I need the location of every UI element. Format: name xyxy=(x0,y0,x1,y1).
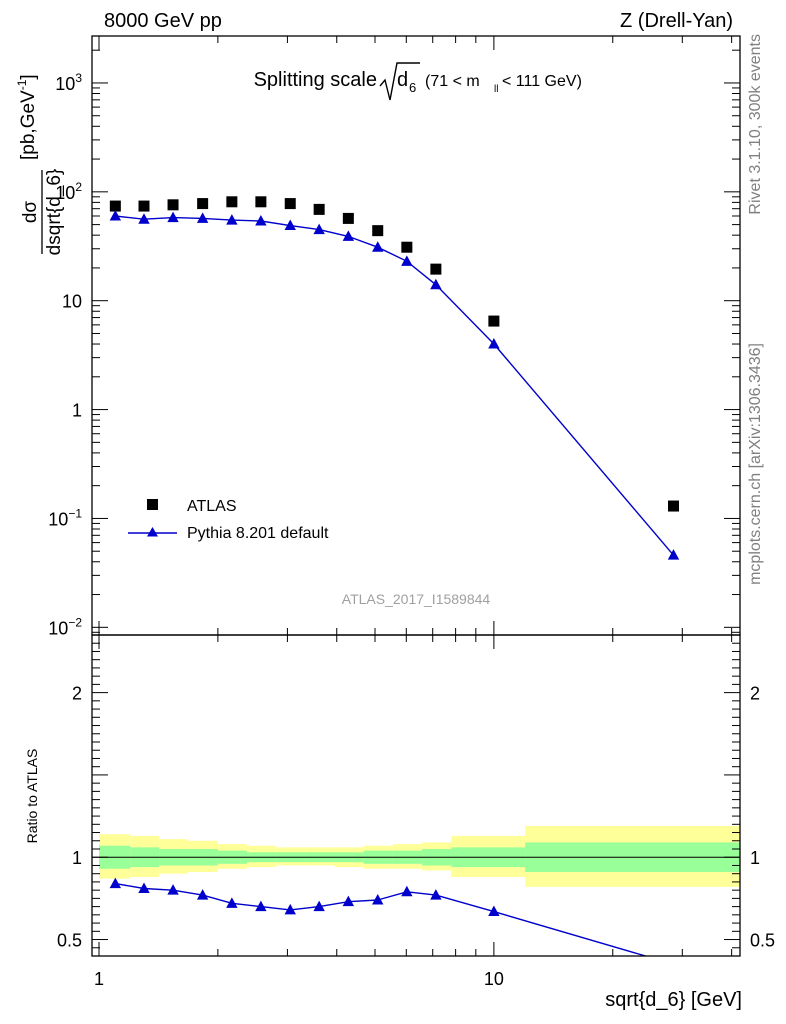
y-tick-exponent: 3 xyxy=(75,71,82,85)
title-symbol: d xyxy=(397,69,408,91)
header-left: 8000 GeV pp xyxy=(104,10,222,32)
atlas-point xyxy=(342,212,354,224)
title-cut-pre: (71 < m xyxy=(425,73,480,90)
legend: ATLAS Pythia 8.201 default xyxy=(128,498,329,542)
atlas-point xyxy=(109,200,121,212)
ratio-point-pythia xyxy=(401,885,413,897)
x-tick-label: 10 xyxy=(484,969,504,989)
sqrt-sign xyxy=(379,62,420,101)
y-tick-label: 102 xyxy=(55,180,82,203)
series-line-pythia xyxy=(115,215,675,556)
ratio-point-pythia xyxy=(488,905,500,917)
pythia-point xyxy=(196,212,209,223)
atlas-point xyxy=(667,500,679,512)
legend-marker-atlas xyxy=(147,499,158,510)
atlas-point xyxy=(226,196,238,208)
ylabel-unit-post: ] xyxy=(18,74,39,79)
ratio-point-pythia xyxy=(196,889,209,900)
pythia-point xyxy=(255,214,267,226)
ratio-y-tick-label-right: 1 xyxy=(750,848,760,868)
pythia-point xyxy=(430,278,442,290)
pythia-point xyxy=(667,549,680,560)
ratio-point-pythia xyxy=(109,877,122,889)
atlas-point xyxy=(430,263,442,275)
legend-label-atlas: ATLAS xyxy=(187,498,237,515)
main-frame xyxy=(91,35,741,636)
ylabel-unit: [pb,GeV-1] xyxy=(15,74,39,160)
ratio-y-tick-label: 1 xyxy=(72,848,82,868)
atlas-point xyxy=(401,241,413,253)
atlas-point xyxy=(313,203,325,215)
title-subscript: 6 xyxy=(409,80,416,95)
ratio-y-label: Ratio to ATLAS xyxy=(24,749,40,844)
main-y-label: dσ dsqrt{d_6} [pb,GeV-1] xyxy=(15,74,65,255)
ratio-point-pythia xyxy=(342,895,355,907)
y-tick-exponent: −1 xyxy=(68,506,82,520)
x-tick-label: 1 xyxy=(94,969,104,989)
ratio-line-pythia xyxy=(115,882,648,956)
x-axis-label: sqrt{d_6} [GeV] xyxy=(605,989,742,1011)
title-cut-sub: ll xyxy=(494,84,498,95)
pythia-point xyxy=(109,209,122,221)
ylabel-unit-sup: -1 xyxy=(15,79,29,90)
pythia-point xyxy=(284,219,296,231)
title-main: Splitting scale xyxy=(254,69,377,91)
pythia-point xyxy=(488,338,500,349)
y-tick-exponent: −2 xyxy=(68,615,82,629)
ratio-point-pythia xyxy=(372,894,384,905)
ratio-y-tick-label: 2 xyxy=(72,684,82,704)
atlas-point xyxy=(197,198,209,210)
y-tick-label: 1 xyxy=(72,401,82,421)
rivet-label: Rivet 3.1.10, 300k events xyxy=(747,34,764,215)
y-tick-exponent: 2 xyxy=(75,180,82,194)
ratio-y-tick-label: 0.5 xyxy=(57,931,82,951)
y-tick-label: 103 xyxy=(55,71,82,94)
pythia-point xyxy=(138,213,150,224)
ratio-y-tick-label-right: 0.5 xyxy=(750,931,775,951)
atlas-point xyxy=(255,196,267,208)
legend-marker-pythia xyxy=(147,527,158,537)
analysis-watermark: ATLAS_2017_I1589844 xyxy=(342,591,491,607)
y-tick-label: 10 xyxy=(62,292,82,312)
pythia-point xyxy=(401,255,413,266)
ratio-point-pythia xyxy=(284,903,296,915)
y-tick-label: 10−1 xyxy=(48,506,82,529)
pythia-point xyxy=(226,214,238,225)
ratio-point-pythia xyxy=(668,958,679,969)
y-tick-base: 10 xyxy=(48,618,68,638)
atlas-point xyxy=(167,199,179,211)
ratio-point-pythia xyxy=(430,889,442,900)
ylabel-denominator: dsqrt{d_6} xyxy=(44,169,65,256)
ratio-frame xyxy=(91,634,741,957)
ratio-point-pythia xyxy=(255,900,267,912)
title-cut-post: < 111 GeV) xyxy=(502,73,582,90)
atlas-point xyxy=(284,198,296,210)
legend-label-pythia: Pythia 8.201 default xyxy=(187,525,329,542)
ylabel-numerator: dσ xyxy=(20,201,41,224)
pythia-point xyxy=(167,211,179,223)
y-tick-base: 10 xyxy=(48,509,68,529)
atlas-point xyxy=(488,315,500,327)
ratio-panel: 1 10 0.5 0.5 1 1 2 2 Ratio to ATLAS sqrt{d_6} [… xyxy=(24,634,775,1011)
atlas-point xyxy=(138,200,150,212)
y-tick-base: 10 xyxy=(55,74,75,94)
atlas-point xyxy=(372,225,384,237)
pythia-point xyxy=(313,223,325,235)
ratio-point-pythia xyxy=(167,884,179,895)
ratio-point-pythia xyxy=(226,897,238,908)
mcplots-label: mcplots.cern.ch [arXiv:1306.3436] xyxy=(747,343,764,585)
y-tick-base: 10 xyxy=(55,183,75,203)
ratio-point-pythia xyxy=(138,882,150,894)
header-right: Z (Drell-Yan) xyxy=(620,10,733,32)
pythia-point xyxy=(342,230,355,241)
y-tick-label: 10−2 xyxy=(48,615,82,638)
ratio-point-pythia xyxy=(313,900,325,912)
ratio-y-tick-label-right: 2 xyxy=(750,684,760,704)
ylabel-unit-pre: [pb,GeV xyxy=(18,90,39,160)
pythia-point xyxy=(372,241,384,252)
main-title: Splitting scale d 6 (71 < m ll < 111 GeV… xyxy=(254,62,582,101)
